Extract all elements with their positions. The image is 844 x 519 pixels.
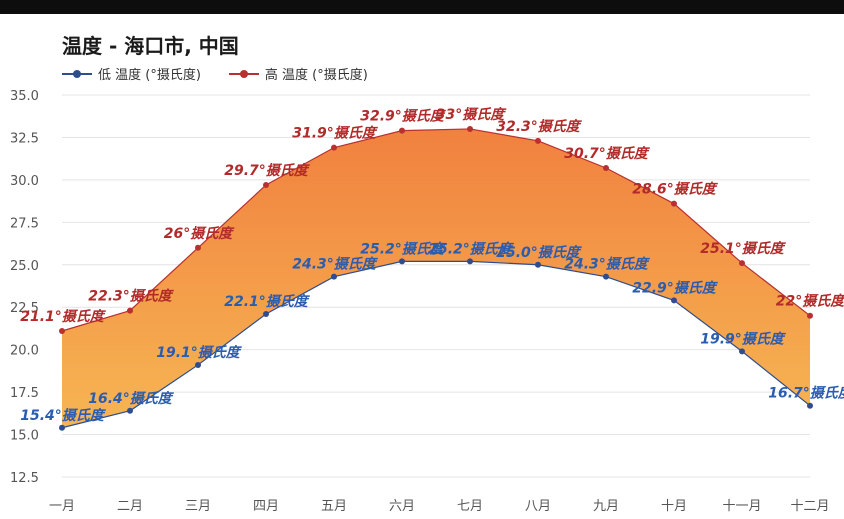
y-tick-label: 25.0: [10, 259, 39, 274]
data-point-low: [263, 311, 269, 318]
data-label-low: 25.2°摄氏度: [360, 240, 447, 257]
data-label-high: 21.1°摄氏度: [20, 308, 107, 325]
series-line-low: [61, 260, 811, 429]
chart-title: 温度 - 海口市, 中国: [62, 34, 239, 58]
y-tick-label: 32.5: [10, 131, 39, 146]
x-tick-label: 十一月: [722, 499, 761, 514]
data-point-low: [399, 258, 405, 265]
data-point-high: [127, 307, 133, 314]
data-label-high: 32.9°摄氏度: [360, 108, 447, 125]
y-tick-label: 15.0: [10, 429, 39, 444]
chart-legend: 低 温度 (°摄氏度) 高 温度 (°摄氏度): [62, 64, 368, 83]
data-point-low: [739, 348, 745, 355]
data-label-high: 33°摄氏度: [436, 106, 507, 123]
data-label-high: 25.1°摄氏度: [700, 240, 787, 257]
x-tick-label: 七月: [457, 499, 483, 514]
y-tick-label: 12.5: [10, 471, 39, 486]
data-label-low: 22.9°摄氏度: [632, 279, 719, 296]
data-label-low: 22.1°摄氏度: [224, 293, 311, 310]
x-tick-label: 三月: [185, 499, 211, 514]
data-label-low: 19.1°摄氏度: [156, 344, 243, 361]
legend-line-low-icon: [62, 69, 92, 78]
y-tick-label: 20.0: [10, 344, 39, 359]
x-tick-label: 十月: [661, 499, 687, 514]
x-tick-label: 六月: [389, 499, 415, 514]
legend-line-high-icon: [228, 69, 259, 78]
data-point-low: [603, 273, 609, 280]
data-point-high: [807, 312, 813, 319]
data-label-high: 29.7°摄氏度: [224, 162, 311, 179]
y-tick-label: 17.5: [10, 386, 39, 401]
x-axis-ticks: 一月 二月 三月 四月 五月 六月 七月 八月 九月 十月 十一月 十二月: [49, 499, 830, 514]
x-tick-label: 四月: [253, 499, 279, 514]
temperature-range-band: [62, 128, 810, 428]
data-point-high: [535, 137, 541, 144]
y-tick-label: 27.5: [10, 216, 39, 231]
data-point-high: [603, 165, 609, 172]
legend-item-high: 高 温度 (°摄氏度): [228, 64, 368, 83]
data-point-low: [671, 297, 677, 304]
x-tick-label: 五月: [321, 499, 347, 514]
x-tick-label: 九月: [593, 499, 619, 514]
data-point-low: [195, 361, 201, 368]
series-line-high: [61, 128, 811, 332]
data-label-low: 16.4°摄氏度: [88, 390, 175, 407]
data-label-high: 30.7°摄氏度: [564, 145, 651, 162]
data-point-low: [467, 258, 473, 265]
y-tick-label: 35.0: [10, 89, 39, 104]
data-label-low: 24.3°摄氏度: [292, 256, 379, 273]
data-point-low: [331, 273, 337, 280]
data-point-high: [59, 327, 65, 334]
data-point-low: [127, 407, 133, 414]
data-label-low: 16.7°摄氏度: [768, 385, 844, 402]
data-label-low: 19.9°摄氏度: [700, 330, 787, 347]
x-tick-label: 二月: [117, 499, 143, 514]
data-label-high: 32.3°摄氏度: [496, 118, 583, 135]
data-point-high: [671, 200, 677, 207]
data-point-high: [467, 125, 473, 132]
data-point-high: [331, 144, 337, 151]
data-point-high: [195, 244, 201, 251]
data-point-high: [399, 127, 405, 134]
data-label-high: 22.3°摄氏度: [88, 288, 175, 305]
data-point-high: [739, 260, 745, 267]
data-label-low: 15.4°摄氏度: [20, 407, 107, 424]
top-bar: [0, 0, 844, 14]
y-tick-label: 30.0: [10, 174, 39, 189]
data-label-low: 25.0°摄氏度: [496, 244, 583, 261]
data-label-high: 28.6°摄氏度: [632, 181, 719, 198]
data-point-low: [807, 402, 813, 409]
data-label-low: 24.3°摄氏度: [564, 256, 651, 273]
x-tick-label: 八月: [525, 499, 551, 514]
x-tick-label: 一月: [49, 499, 75, 514]
legend-item-low: 低 温度 (°摄氏度): [62, 64, 201, 83]
series-layer: [59, 125, 813, 431]
y-axis-ticks: 35.0 32.5 30.0 27.5 25.0 22.5 20.0 17.5 15.0 12.5: [10, 89, 39, 486]
data-point-low: [59, 424, 65, 431]
data-point-high: [263, 181, 269, 188]
data-label-low: 25.2°摄氏度: [428, 240, 515, 257]
data-label-high: 22°摄氏度: [776, 293, 844, 310]
y-tick-label: 22.5: [10, 301, 39, 316]
legend-label-low: 低 温度 (°摄氏度): [98, 68, 201, 83]
data-label-high: 26°摄氏度: [164, 225, 235, 242]
legend-label-high: 高 温度 (°摄氏度): [264, 68, 368, 83]
data-point-low: [535, 261, 541, 268]
data-label-high: 31.9°摄氏度: [292, 125, 379, 142]
x-tick-label: 十二月: [790, 499, 829, 514]
